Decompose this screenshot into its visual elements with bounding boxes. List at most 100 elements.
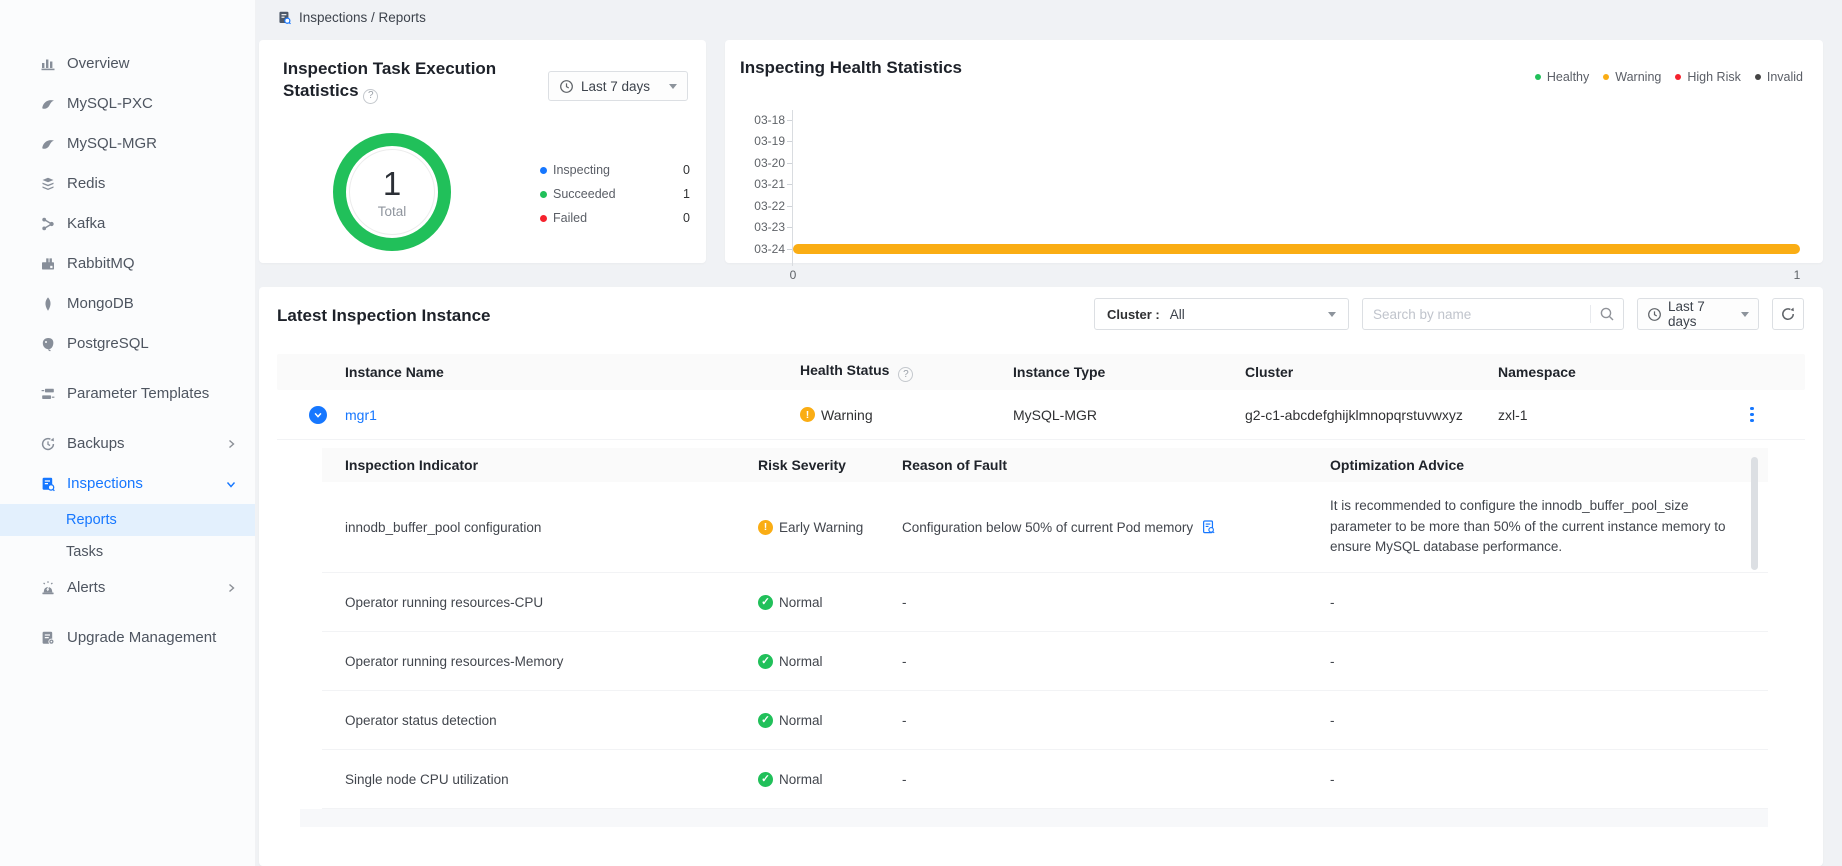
legend-label: Failed [553, 211, 587, 225]
instance-row-mgr1: mgr1 ! Warning MySQL-MGR g2-c1-abcdefghi… [277, 390, 1805, 440]
sidebar-item-tasks[interactable]: Tasks [0, 536, 255, 568]
namespace-cell: zxl-1 [1498, 407, 1740, 423]
task-time-filter-dropdown[interactable]: Last 7 days [548, 71, 688, 101]
column-header-health-status: Health Status ? [800, 362, 1013, 382]
sidebar-item-mongodb[interactable]: MongoDB [0, 284, 255, 324]
breadcrumb-text: Inspections / Reports [299, 10, 426, 25]
cluster-cell: g2-c1-abcdefghijklmnopqrstuvwxyz [1245, 407, 1498, 423]
severity-text: Normal [779, 772, 823, 787]
caret-down-icon [669, 84, 677, 89]
sidebar-item-label: MySQL-MGR [67, 135, 237, 154]
x-axis-tick-label: 1 [1794, 268, 1801, 282]
health-y-axis-labels: 03-18 03-19 03-20 03-21 03-22 03-23 03-2… [725, 109, 785, 260]
task-card-title-text: Inspection Task Execution Statistics [283, 59, 496, 100]
row-actions-menu-button[interactable] [1750, 407, 1805, 423]
latest-inspection-card: Latest Inspection Instance Cluster : All… [259, 287, 1823, 866]
clock-icon [559, 79, 574, 94]
sidebar-item-overview[interactable]: Overview [0, 44, 255, 84]
y-axis-label: 03-21 [725, 174, 785, 196]
severity-text: Early Warning [779, 520, 863, 535]
task-stats-card: Inspection Task Execution Statistics ? L… [259, 40, 706, 263]
mysql-dolphin-icon [40, 96, 56, 112]
task-card-title: Inspection Task Execution Statistics ? [283, 58, 573, 104]
indicator-cell: Operator running resources-CPU [322, 595, 735, 610]
sidebar-item-label: Upgrade Management [67, 629, 237, 648]
indicator-cell: innodb_buffer_pool configuration [322, 520, 735, 535]
sidebar-item-parameter-templates[interactable]: Parameter Templates [0, 364, 255, 424]
health-card-title: Inspecting Health Statistics [740, 58, 962, 78]
inspecting-dot-icon [540, 167, 547, 174]
legend-item-failed: Failed 0 [540, 206, 690, 230]
detail-row-operator-status: Operator status detection ✓ Normal - - [322, 691, 1768, 750]
collapse-row-button[interactable] [309, 406, 327, 424]
legend-value: 1 [683, 187, 690, 201]
instance-name-link[interactable]: mgr1 [345, 407, 377, 423]
high-risk-dot-icon [1675, 74, 1681, 80]
sidebar-item-alerts[interactable]: Alerts [0, 568, 255, 608]
severity-text: Normal [779, 654, 823, 669]
help-icon[interactable]: ? [898, 367, 913, 382]
legend-item-warning: Warning [1603, 70, 1661, 84]
sidebar-item-inspections[interactable]: Inspections [0, 464, 255, 504]
legend-value: 0 [683, 163, 690, 177]
legend-item-healthy: Healthy [1535, 70, 1589, 84]
severity-text: Normal [779, 595, 823, 610]
search-input[interactable] [1363, 307, 1590, 322]
chevron-right-icon [225, 438, 237, 450]
sidebar-item-label: Tasks [66, 544, 103, 560]
advice-cell: It is recommended to configure the innod… [1307, 496, 1768, 559]
x-axis-tick-label: 0 [790, 268, 797, 282]
column-header-reason: Reason of Fault [879, 457, 1307, 473]
detail-header-row: Inspection Indicator Risk Severity Reaso… [322, 448, 1768, 482]
column-header-namespace: Namespace [1498, 364, 1740, 380]
legend-item-high-risk: High Risk [1675, 70, 1741, 84]
reason-cell: - [879, 654, 1307, 669]
sidebar-item-upgrade-management[interactable]: Upgrade Management [0, 608, 255, 668]
refresh-button[interactable] [1772, 298, 1804, 330]
column-header-cluster: Cluster [1245, 364, 1498, 380]
y-axis-label: 03-23 [725, 217, 785, 239]
health-status-cell: ! Warning [800, 407, 1013, 423]
table-filters: Cluster : All Last 7 days [1094, 298, 1804, 330]
warning-dot-icon [1603, 74, 1609, 80]
sidebar-item-mysql-pxc[interactable]: MySQL-PXC [0, 84, 255, 124]
sidebar-item-mysql-mgr[interactable]: MySQL-MGR [0, 124, 255, 164]
layers-icon [40, 176, 56, 192]
severity-cell: ! Early Warning [735, 520, 879, 535]
detail-row-single-node-cpu: Single node CPU utilization ✓ Normal - - [322, 750, 1768, 809]
advice-cell: - [1307, 713, 1768, 728]
instance-type-cell: MySQL-MGR [1013, 407, 1245, 423]
sidebar-item-redis[interactable]: Redis [0, 164, 255, 204]
severity-cell: ✓ Normal [735, 772, 879, 787]
check-icon: ✓ [758, 772, 773, 787]
column-header-indicator: Inspection Indicator [322, 457, 735, 473]
legend-item-invalid: Invalid [1755, 70, 1803, 84]
search-box [1362, 298, 1624, 330]
sidebar-item-label: Alerts [67, 579, 225, 598]
sidebar-item-reports[interactable]: Reports [0, 504, 255, 536]
cluster-filter-value: All [1170, 307, 1185, 322]
sidebar-item-backups[interactable]: Backups [0, 424, 255, 464]
cluster-filter-dropdown[interactable]: Cluster : All [1094, 298, 1349, 330]
sidebar-item-kafka[interactable]: Kafka [0, 204, 255, 244]
upgrade-management-icon [40, 630, 56, 646]
y-axis-label: 03-18 [725, 109, 785, 131]
sidebar-item-rabbitmq[interactable]: RabbitMQ [0, 244, 255, 284]
sidebar-item-label: Parameter Templates [67, 385, 237, 404]
leaf-icon [40, 296, 56, 312]
help-icon[interactable]: ? [363, 89, 378, 104]
view-report-icon[interactable] [1201, 519, 1216, 535]
column-header-instance-name: Instance Name [345, 364, 800, 380]
check-icon: ✓ [758, 595, 773, 610]
reason-text: Configuration below 50% of current Pod m… [902, 520, 1193, 535]
search-icon[interactable] [1591, 306, 1623, 322]
detail-scrollbar-thumb[interactable] [1751, 457, 1758, 570]
table-section-title: Latest Inspection Instance [277, 306, 491, 326]
reason-cell: Configuration below 50% of current Pod m… [879, 519, 1307, 535]
table-time-filter-dropdown[interactable]: Last 7 days [1637, 298, 1759, 330]
sidebar-item-label: Redis [67, 175, 237, 194]
health-bar-warning [793, 244, 1800, 254]
invalid-dot-icon [1755, 74, 1761, 80]
sidebar-item-postgresql[interactable]: PostgreSQL [0, 324, 255, 364]
sidebar-item-label: Backups [67, 435, 225, 454]
